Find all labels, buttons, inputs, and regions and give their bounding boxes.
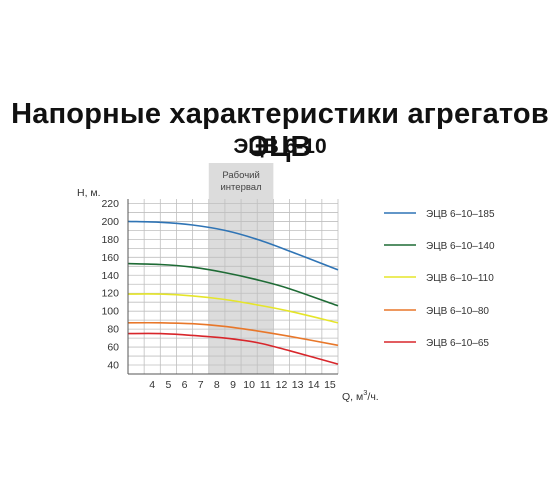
x-tick-label: 10 <box>243 379 255 391</box>
series-line-1 <box>127 220 339 271</box>
x-tick-label: 9 <box>230 379 236 391</box>
x-tick-label: 13 <box>292 379 304 391</box>
working-range-label-line2: интервал <box>221 182 262 193</box>
y-tick-label: 200 <box>101 216 119 228</box>
x-axis-label: Q, м3/ч. <box>342 388 379 403</box>
y-tick-label: 80 <box>107 324 119 336</box>
y-tick-label: 140 <box>101 270 119 282</box>
x-tick-label: 12 <box>276 379 288 391</box>
legend-label-5: ЭЦВ 6–10–65 <box>426 338 489 349</box>
series-line-3 <box>127 293 339 324</box>
x-tick-label: 8 <box>214 379 220 391</box>
chart-title: Напорные характеристики агрегатов ЭЦВ <box>11 98 549 163</box>
y-axis-label: Н, м. <box>77 187 101 199</box>
y-tick-label: 60 <box>107 342 119 354</box>
working-range-label-line1: Рабочий <box>222 170 259 181</box>
legend-label-1: ЭЦВ 6–10–185 <box>426 209 495 220</box>
series-line-5 <box>127 332 339 365</box>
chart-subtitle: ЭЦВ 6-10 <box>233 135 327 158</box>
x-tick-label: 14 <box>308 379 320 391</box>
legend-label-3: ЭЦВ 6–10–110 <box>426 273 494 284</box>
x-tick-label: 5 <box>165 379 171 391</box>
x-tick-label: 11 <box>260 379 271 391</box>
legend-label-4: ЭЦВ 6–10–80 <box>426 306 489 317</box>
x-tick-label: 7 <box>198 379 204 391</box>
series-line-4 <box>127 321 339 347</box>
y-tick-label: 180 <box>101 234 119 246</box>
series-line-2 <box>127 262 339 307</box>
y-tick-label: 100 <box>101 306 119 318</box>
y-tick-label: 160 <box>101 252 119 264</box>
y-tick-label: 120 <box>101 288 119 300</box>
x-tick-label: 6 <box>182 379 188 391</box>
x-tick-label: 15 <box>324 379 336 391</box>
legend-label-2: ЭЦВ 6–10–140 <box>426 241 495 252</box>
y-tick-label: 40 <box>107 360 119 372</box>
x-tick-label: 4 <box>149 379 155 391</box>
y-tick-label: 220 <box>101 198 119 210</box>
